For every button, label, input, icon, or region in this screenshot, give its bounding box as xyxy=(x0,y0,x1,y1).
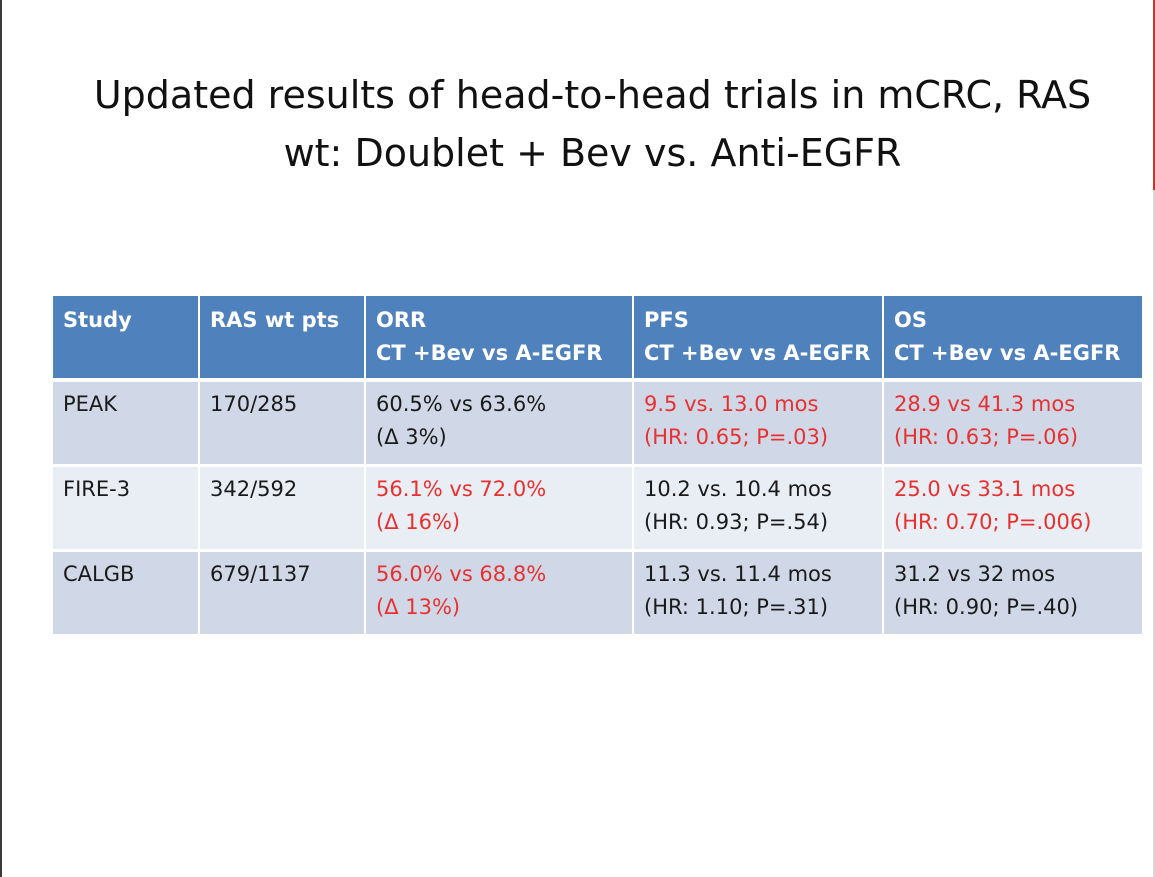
cell-os-hr: (HR: 0.70; P=.006) xyxy=(894,510,1092,534)
header-os-label: OS xyxy=(894,308,927,332)
cell-study: FIRE-3 xyxy=(53,465,200,552)
header-orr-label: ORR xyxy=(376,308,427,332)
cell-study: PEAK xyxy=(53,380,200,467)
table-row-calgb: CALGB 679/1137 56.0% vs 68.8% (Δ 13%) 11… xyxy=(53,550,1142,637)
cell-study: CALGB xyxy=(53,550,200,637)
table-header-row: Study RAS wt pts ORR CT +Bev vs A-EGFR P… xyxy=(53,296,1142,382)
cell-os: 31.2 vs 32 mos (HR: 0.90; P=.40) xyxy=(883,550,1142,637)
header-pfs-sublabel: CT +Bev vs A-EGFR xyxy=(644,341,871,365)
cell-os: 28.9 vs 41.3 mos (HR: 0.63; P=.06) xyxy=(883,380,1142,467)
cell-pts: 679/1137 xyxy=(199,550,366,637)
cell-pfs-value: 9.5 vs. 13.0 mos xyxy=(644,392,819,416)
cell-pfs-hr: (HR: 0.65; P=.03) xyxy=(644,425,829,449)
results-table: Study RAS wt pts ORR CT +Bev vs A-EGFR P… xyxy=(53,296,1142,637)
header-study-label: Study xyxy=(63,308,132,332)
header-orr-sublabel: CT +Bev vs A-EGFR xyxy=(376,341,603,365)
cell-orr-value: 56.1% vs 72.0% xyxy=(376,477,547,501)
cell-pfs: 11.3 vs. 11.4 mos (HR: 1.10; P=.31) xyxy=(633,550,884,637)
cell-orr-value: 60.5% vs 63.6% xyxy=(376,392,547,416)
cell-os: 25.0 vs 33.1 mos (HR: 0.70; P=.006) xyxy=(883,465,1142,552)
slide-right-accent xyxy=(1153,0,1155,190)
cell-os-value: 31.2 vs 32 mos xyxy=(894,562,1056,586)
cell-os-value: 28.9 vs 41.3 mos xyxy=(894,392,1076,416)
cell-pts: 170/285 xyxy=(199,380,366,467)
cell-pfs-value: 11.3 vs. 11.4 mos xyxy=(644,562,832,586)
cell-pfs: 10.2 vs. 10.4 mos (HR: 0.93; P=.54) xyxy=(633,465,884,552)
header-ras-wt-pts: RAS wt pts xyxy=(199,296,366,382)
slide-right-border xyxy=(1153,0,1155,877)
slide-title-line-2: wt: Doublet + Bev vs. Anti-EGFR xyxy=(283,131,902,175)
header-orr: ORR CT +Bev vs A-EGFR xyxy=(365,296,634,382)
cell-orr-delta: (Δ 13%) xyxy=(376,595,461,619)
cell-orr: 56.0% vs 68.8% (Δ 13%) xyxy=(365,550,634,637)
header-os-sublabel: CT +Bev vs A-EGFR xyxy=(894,341,1121,365)
table-row-peak: PEAK 170/285 60.5% vs 63.6% (Δ 3%) 9.5 v… xyxy=(53,380,1142,467)
table-row-fire-3: FIRE-3 342/592 56.1% vs 72.0% (Δ 16%) 10… xyxy=(53,465,1142,552)
cell-os-hr: (HR: 0.63; P=.06) xyxy=(894,425,1079,449)
header-pfs: PFS CT +Bev vs A-EGFR xyxy=(633,296,884,382)
cell-orr-value: 56.0% vs 68.8% xyxy=(376,562,547,586)
cell-orr-delta: (Δ 16%) xyxy=(376,510,461,534)
header-ras-wt-pts-label: RAS wt pts xyxy=(210,308,340,332)
cell-pfs-hr: (HR: 1.10; P=.31) xyxy=(644,595,829,619)
cell-os-value: 25.0 vs 33.1 mos xyxy=(894,477,1076,501)
cell-os-hr: (HR: 0.90; P=.40) xyxy=(894,595,1079,619)
slide-title-line-1: Updated results of head-to-head trials i… xyxy=(93,73,1092,117)
cell-pfs: 9.5 vs. 13.0 mos (HR: 0.65; P=.03) xyxy=(633,380,884,467)
cell-pts: 342/592 xyxy=(199,465,366,552)
cell-orr-delta: (Δ 3%) xyxy=(376,425,447,449)
cell-pfs-hr: (HR: 0.93; P=.54) xyxy=(644,510,829,534)
cell-orr: 56.1% vs 72.0% (Δ 16%) xyxy=(365,465,634,552)
header-pfs-label: PFS xyxy=(644,308,689,332)
cell-pfs-value: 10.2 vs. 10.4 mos xyxy=(644,477,832,501)
header-os: OS CT +Bev vs A-EGFR xyxy=(883,296,1142,382)
slide-left-border xyxy=(0,0,2,877)
cell-orr: 60.5% vs 63.6% (Δ 3%) xyxy=(365,380,634,467)
slide-title: Updated results of head-to-head trials i… xyxy=(20,66,1155,182)
header-study: Study xyxy=(53,296,200,382)
